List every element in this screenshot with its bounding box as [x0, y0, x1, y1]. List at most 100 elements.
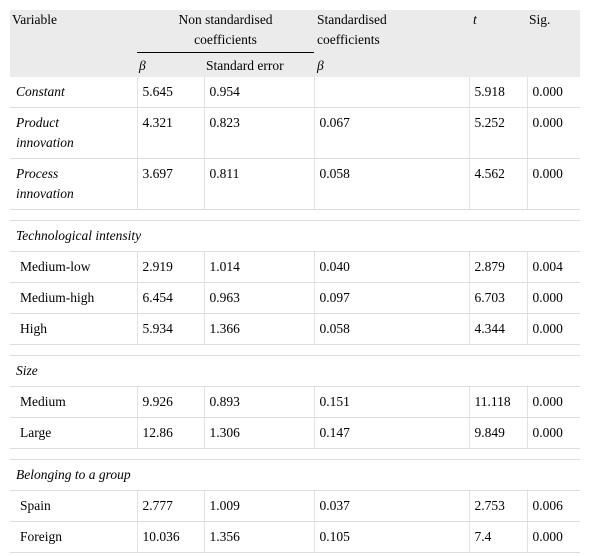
cell-sig: 0.000: [527, 282, 581, 314]
cell-se: 0.963: [204, 282, 315, 314]
cell-std-beta: 0.097: [314, 282, 470, 314]
cell-t: 9.849: [469, 417, 528, 449]
header-variable: Variable: [10, 10, 137, 53]
table-row: High 5.934 1.366 0.058 4.344 0.000: [10, 313, 581, 345]
cell-se: 1.009: [204, 490, 315, 522]
header-non-std-line2: coefficients: [194, 32, 257, 47]
table-row: Medium 9.926 0.893 0.151 11.118 0.000: [10, 386, 581, 418]
header-standard-error: Standard error: [204, 53, 315, 77]
header-t: t: [469, 10, 528, 53]
cell-sig: 0.000: [527, 417, 581, 449]
cell-beta: 9.926: [137, 386, 205, 418]
section-title: Size: [10, 355, 581, 387]
header-non-standardised: Non standardised coefficients: [137, 10, 315, 53]
cell-std-beta: 0.067: [314, 107, 470, 159]
cell-t: 5.252: [469, 107, 528, 159]
cell-beta: 4.321: [137, 107, 205, 159]
section-heading-row: Size: [10, 355, 581, 387]
row-label: Product innovation: [10, 107, 138, 159]
cell-std-beta: 0.037: [314, 490, 470, 522]
cell-sig: 0.000: [527, 158, 581, 210]
header-sig: Sig.: [527, 10, 581, 53]
row-label: Process innovation: [10, 158, 138, 210]
cell-t: 11.118: [469, 386, 528, 418]
spacer-cell: [10, 209, 581, 221]
table-row: Foreign 10.036 1.356 0.105 7.4 0.000: [10, 521, 581, 553]
table-row: Product innovation 4.321 0.823 0.067 5.25…: [10, 107, 581, 159]
cell-t: 5.918: [469, 77, 528, 108]
row-label: High: [10, 313, 138, 345]
cell-beta: 2.919: [137, 251, 205, 283]
row-label: Large: [10, 417, 138, 449]
cell-beta: 6.454: [137, 282, 205, 314]
header-non-standardised-text: Non standardised coefficients: [137, 10, 315, 53]
cell-beta: 3.697: [137, 158, 205, 210]
cell-se: 1.356: [204, 521, 315, 553]
row-label: Medium-low: [10, 251, 138, 283]
cell-se: 1.306: [204, 417, 315, 449]
row-label-line1: Process: [16, 166, 59, 181]
spacer-cell: [10, 448, 581, 460]
header-empty-sig: [527, 53, 581, 77]
cell-beta: 5.645: [137, 77, 205, 108]
cell-t: 2.753: [469, 490, 528, 522]
cell-std-beta: 0.147: [314, 417, 470, 449]
table-row: Process innovation 3.697 0.811 0.058 4.56…: [10, 158, 581, 210]
row-label: Medium: [10, 386, 138, 418]
section-spacer: [10, 344, 581, 356]
cell-sig: 0.000: [527, 107, 581, 159]
spacer-cell: [10, 344, 581, 356]
table-row: Medium-low 2.919 1.014 0.040 2.879 0.004: [10, 251, 581, 283]
cell-std-beta: 0.058: [314, 313, 470, 345]
regression-table-container: Variable Non standardised coefficients St…: [10, 10, 581, 553]
table-row: Large 12.86 1.306 0.147 9.849 0.000: [10, 417, 581, 449]
cell-t: 2.879: [469, 251, 528, 283]
header-beta: β: [137, 53, 204, 77]
cell-sig: 0.004: [527, 251, 581, 283]
cell-se: 0.811: [204, 158, 315, 210]
header-empty-t: [469, 53, 528, 77]
header-t-label: t: [473, 12, 477, 27]
header-empty: [10, 53, 137, 77]
table-row: Constant 5.645 0.954 5.918 0.000: [10, 77, 581, 108]
cell-sig: 0.000: [527, 521, 581, 553]
cell-t: 7.4: [469, 521, 528, 553]
section-title: Belonging to a group: [10, 459, 581, 491]
cell-sig: 0.000: [527, 77, 581, 108]
cell-t: 4.344: [469, 313, 528, 345]
row-label-line1: Product: [16, 115, 59, 130]
cell-sig: 0.000: [527, 386, 581, 418]
cell-t: 4.562: [469, 158, 528, 210]
section-spacer: [10, 209, 581, 221]
cell-std-beta: [314, 77, 470, 108]
table-header: Variable Non standardised coefficients St…: [10, 10, 581, 77]
cell-std-beta: 0.105: [314, 521, 470, 553]
row-label-line2: innovation: [16, 135, 74, 150]
row-label: Medium-high: [10, 282, 138, 314]
cell-std-beta: 0.040: [314, 251, 470, 283]
cell-se: 0.823: [204, 107, 315, 159]
row-label: Foreign: [10, 521, 138, 553]
row-label-line2: innovation: [16, 186, 74, 201]
header-non-std-line1: Non standardised: [178, 12, 273, 27]
cell-std-beta: 0.151: [314, 386, 470, 418]
regression-table: Variable Non standardised coefficients St…: [10, 10, 581, 553]
cell-beta: 2.777: [137, 490, 205, 522]
section-title: Technological intensity: [10, 220, 581, 252]
table-row: Spain 2.777 1.009 0.037 2.753 0.006: [10, 490, 581, 522]
cell-beta: 5.934: [137, 313, 205, 345]
cell-beta: 12.86: [137, 417, 205, 449]
header-beta-std: β: [314, 53, 470, 77]
cell-t: 6.703: [469, 282, 528, 314]
header-standardised: Standardised coefficients: [314, 10, 470, 53]
cell-beta: 10.036: [137, 521, 205, 553]
cell-se: 0.893: [204, 386, 315, 418]
row-label: Spain: [10, 490, 138, 522]
section-heading-row: Belonging to a group: [10, 459, 581, 491]
table-row: Medium-high 6.454 0.963 0.097 6.703 0.00…: [10, 282, 581, 314]
cell-se: 1.366: [204, 313, 315, 345]
header-std-line2: coefficients: [317, 32, 380, 47]
section-heading-row: Technological intensity: [10, 220, 581, 252]
cell-std-beta: 0.058: [314, 158, 470, 210]
cell-sig: 0.000: [527, 313, 581, 345]
